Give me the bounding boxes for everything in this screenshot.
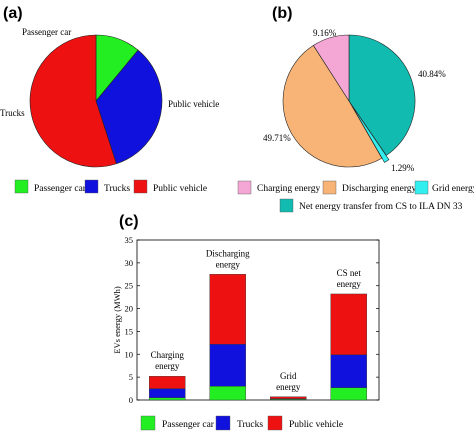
bar-segment-trucks [149,388,186,398]
y-tick-label: 30 [125,258,134,268]
pie-slice-public-vehicle [29,34,117,168]
pie-a-label-public-vehicle: Public vehicle [168,99,219,109]
legend-a: Passenger car Trucks Public vehicle [14,179,207,194]
legend-b-grid: Grid energy [432,184,474,194]
pie-b-label-discharging: 49.71% [263,133,291,143]
legend-b-discharging: Discharging energy [342,184,417,194]
legend-b-swatch-grid [414,180,429,195]
pie-slice-grid-energy [351,105,390,163]
y-tick-label: 10 [125,349,134,359]
y-tick-label: 25 [125,281,134,291]
legend-c-swatch-trucks [215,415,231,431]
bar-category-label: energy [155,361,180,371]
bar-category-label: Charging [151,350,185,360]
legend-a-trucks: Trucks [104,184,130,194]
pie-chart-b [282,34,416,168]
bar-category-label: Discharging [206,248,250,258]
legend-b: Charging energy Discharging energy Grid … [237,180,474,213]
legend-b-charging: Charging energy [257,184,320,194]
y-tick-label: 5 [129,372,133,382]
pie-b-label-charging: 9.16% [313,28,337,38]
legend-a-passenger-car: Passenger car [34,184,87,194]
bar-category-label: energy [337,279,362,289]
legend-c-swatch-public-vehicle [267,415,283,431]
panel-c-label: (c) [119,213,139,230]
y-tick-label: 0 [129,395,133,405]
legend-c-trucks: Trucks [237,420,263,430]
pie-slice-net-energy [348,34,416,156]
pie-slice-discharging-energy [282,45,383,168]
pie-b-label-net: 40.84% [418,69,446,79]
pie-slice-charging-energy [312,34,350,103]
y-tick-label: 20 [125,304,134,314]
legend-a-swatch-trucks [84,179,99,194]
bar-segment-public-vehicle [270,396,307,399]
panel-b-label: (b) [272,5,292,22]
y-tick-label: 35 [125,235,134,245]
legend-c-swatch-passenger-car [140,415,156,431]
bar-category-label: energy [276,382,301,392]
plot-frame [136,239,380,401]
pie-b-label-grid: 1.29% [391,163,415,173]
pie-slice-trucks [95,49,163,165]
pie-chart-a [29,34,163,168]
legend-b-swatch-charging [237,180,252,195]
bar-segment-trucks [209,344,246,387]
legend-c-public-vehicle: Public vehicle [289,420,343,430]
bar-segment-passenger-car [209,386,246,401]
pie-a-label-passenger-car: Passenger car [22,27,71,37]
legend-a-swatch-passenger-car [14,179,29,194]
legend-c: Passenger car Trucks Public vehicle [140,415,343,431]
bar-segment-trucks [330,354,367,388]
y-axis-label: EVs energy (MWh) [112,286,122,354]
bar-segment-public-vehicle [209,274,246,345]
bar-segment-public-vehicle [149,376,186,389]
bar-category-label: CS net [337,268,362,278]
panel-a-label: (a) [3,5,23,22]
bar-segment-passenger-car [330,387,367,401]
legend-a-public-vehicle: Public vehicle [153,184,207,194]
legend-b-swatch-net [279,198,294,213]
bar-category-label: energy [216,259,241,269]
bar-category-label: Grid [280,371,297,381]
bar-segment-public-vehicle [330,293,367,355]
legend-b-net: Net energy transfer from CS to ILA DN 33 [299,201,463,212]
legend-c-passenger-car: Passenger car [162,420,215,430]
legend-b-swatch-discharging [322,180,337,195]
legend-a-swatch-public-vehicle [133,179,148,194]
pie-a-label-trucks: Trucks [0,108,25,118]
y-tick-label: 15 [125,326,134,336]
bar-segment-passenger-car [149,397,186,401]
